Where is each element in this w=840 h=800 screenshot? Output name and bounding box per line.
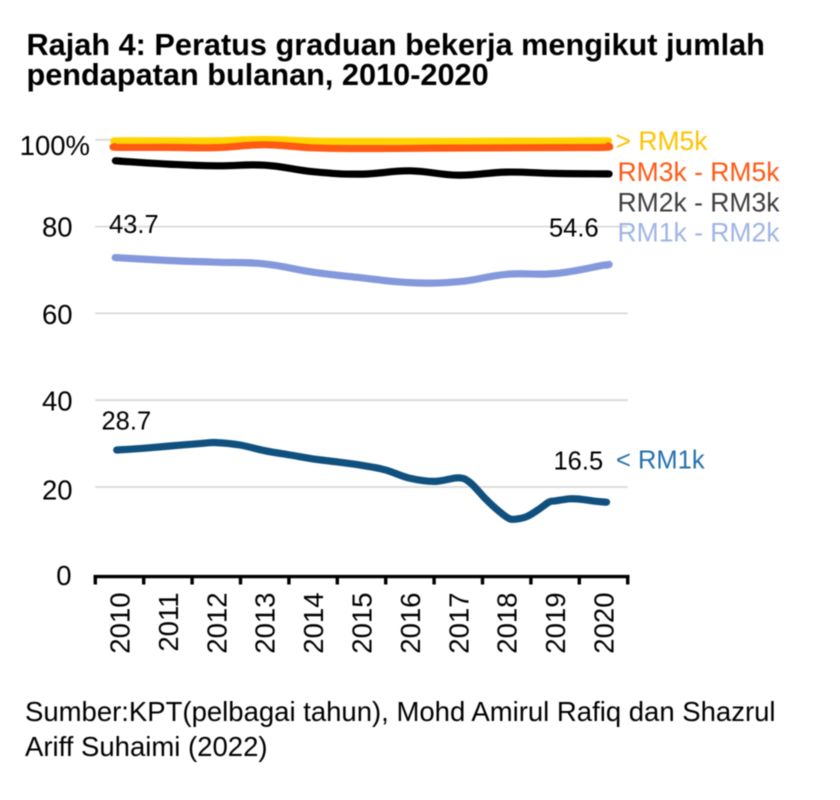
svg-text:> RM5k: > RM5k <box>616 126 709 156</box>
svg-text:20: 20 <box>42 474 73 505</box>
svg-text:< RM1k: < RM1k <box>616 447 705 475</box>
svg-text:2010: 2010 <box>105 593 136 654</box>
svg-text:2015: 2015 <box>347 593 378 654</box>
svg-text:2017: 2017 <box>443 593 474 654</box>
svg-text:2019: 2019 <box>540 593 571 654</box>
svg-text:RM1k - RM2k: RM1k - RM2k <box>618 218 781 248</box>
svg-text:80: 80 <box>42 211 73 242</box>
svg-text:2016: 2016 <box>395 593 426 654</box>
svg-text:2020: 2020 <box>589 593 620 654</box>
svg-text:RM3k - RM5k: RM3k - RM5k <box>618 157 781 187</box>
svg-text:2013: 2013 <box>250 593 281 654</box>
svg-text:2011: 2011 <box>153 593 184 652</box>
svg-text:40: 40 <box>42 385 73 416</box>
svg-text:2018: 2018 <box>492 593 523 654</box>
svg-text:0: 0 <box>56 560 71 591</box>
svg-text:100%: 100% <box>20 130 90 161</box>
svg-text:16.5: 16.5 <box>554 448 604 476</box>
svg-text:43.7: 43.7 <box>109 211 159 239</box>
svg-text:28.7: 28.7 <box>102 408 152 436</box>
svg-text:2014: 2014 <box>298 593 329 654</box>
svg-text:60: 60 <box>42 299 73 330</box>
svg-text:54.6: 54.6 <box>549 215 599 243</box>
svg-text:2012: 2012 <box>201 593 232 654</box>
svg-text:RM2k - RM3k: RM2k - RM3k <box>618 188 781 218</box>
